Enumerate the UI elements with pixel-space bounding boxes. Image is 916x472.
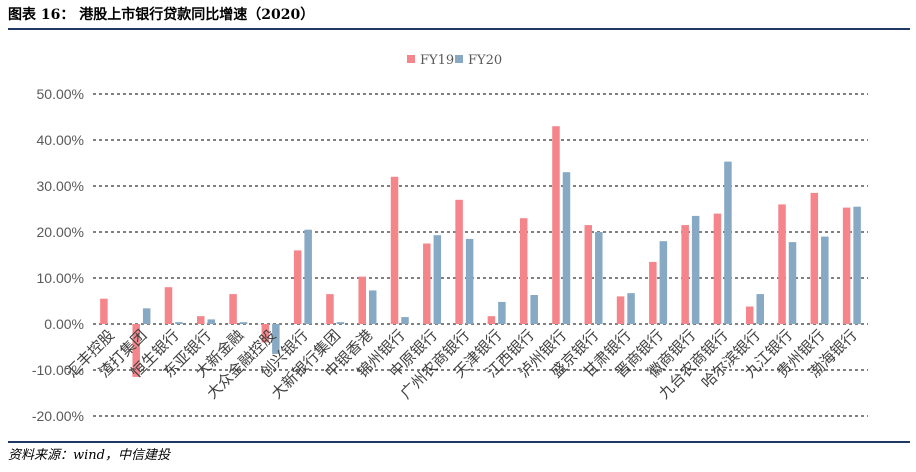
bar-fy20 [627, 293, 635, 324]
bar-fy20 [175, 322, 183, 324]
bar-fy20 [272, 324, 280, 354]
bar-fy19 [487, 316, 496, 324]
legend-label-fy19: FY19 [420, 53, 454, 68]
bar-fy20 [853, 206, 861, 324]
bar-fy19 [423, 243, 431, 324]
bar-fy19 [261, 324, 270, 343]
bar-fy19 [519, 218, 528, 324]
bar-fy19 [326, 294, 334, 324]
bar-fy20 [821, 236, 829, 324]
bar-fy20 [336, 322, 345, 324]
bar-fy19 [713, 213, 722, 324]
bar-fy19 [810, 192, 819, 324]
y-tick-label: 50.00% [37, 86, 84, 102]
bar-fy19 [229, 294, 237, 324]
bar-fy20 [756, 294, 764, 324]
bar-fy19 [842, 207, 851, 324]
bar-fy20 [788, 242, 797, 324]
bar-fy20 [207, 319, 216, 324]
bar-fy20 [724, 161, 732, 324]
bar-fy19 [778, 204, 786, 324]
bar-fy19 [358, 276, 366, 324]
bar-fy19 [132, 324, 140, 377]
bar-fy19 [584, 225, 593, 324]
bar-fy19 [649, 261, 657, 324]
bar-fy20 [368, 290, 377, 324]
bar-fy20 [659, 241, 668, 324]
legend-swatch-fy20 [455, 55, 463, 63]
bar-fy20 [304, 229, 312, 324]
bar-fy20 [498, 301, 506, 324]
bar-fy19 [681, 225, 689, 324]
bar-fy20 [239, 322, 248, 324]
title-rule [8, 28, 910, 30]
bar-fy20 [401, 317, 409, 324]
bar-fy19 [293, 250, 302, 324]
bar-fy20 [691, 215, 700, 324]
source-rule [8, 441, 910, 443]
bar-chart: FY19 FY20 -20.00% -10.00% 0.00% 10.00% 20.00… [32, 53, 868, 424]
source-note: 资料来源：wind，中信建投 [8, 448, 170, 463]
legend-label-fy20: FY20 [468, 53, 502, 68]
y-tick-label: 20.00% [37, 224, 84, 240]
bar-fy20 [530, 295, 538, 324]
bar-fy19 [616, 296, 625, 324]
y-tick-label: 10.00% [37, 270, 84, 286]
bar-fy19 [455, 199, 463, 324]
bar-fy19 [100, 298, 108, 324]
bar-fy20 [142, 308, 151, 324]
y-tick-label: -10.00% [32, 362, 84, 378]
figure-title: 图表 16： 港股上市银行贷款同比增速（2020） [8, 7, 315, 23]
y-tick-label: -20.00% [32, 408, 84, 424]
y-tick-label: 30.00% [37, 178, 84, 194]
bar-fy19 [197, 316, 205, 324]
bar-fy19 [164, 287, 173, 324]
bar-fy20 [562, 172, 571, 324]
legend-swatch-fy19 [407, 55, 415, 63]
bar-fy19 [390, 176, 399, 324]
y-tick-label: 40.00% [37, 132, 84, 148]
bar-fy19 [745, 306, 754, 324]
bar-fy19 [552, 126, 560, 324]
chart-legend: FY19 FY20 [407, 53, 502, 68]
bar-fy20 [595, 232, 603, 324]
bar-fy20 [465, 238, 474, 324]
bar-fy20 [433, 235, 442, 324]
y-tick-label: 0.00% [44, 316, 84, 332]
